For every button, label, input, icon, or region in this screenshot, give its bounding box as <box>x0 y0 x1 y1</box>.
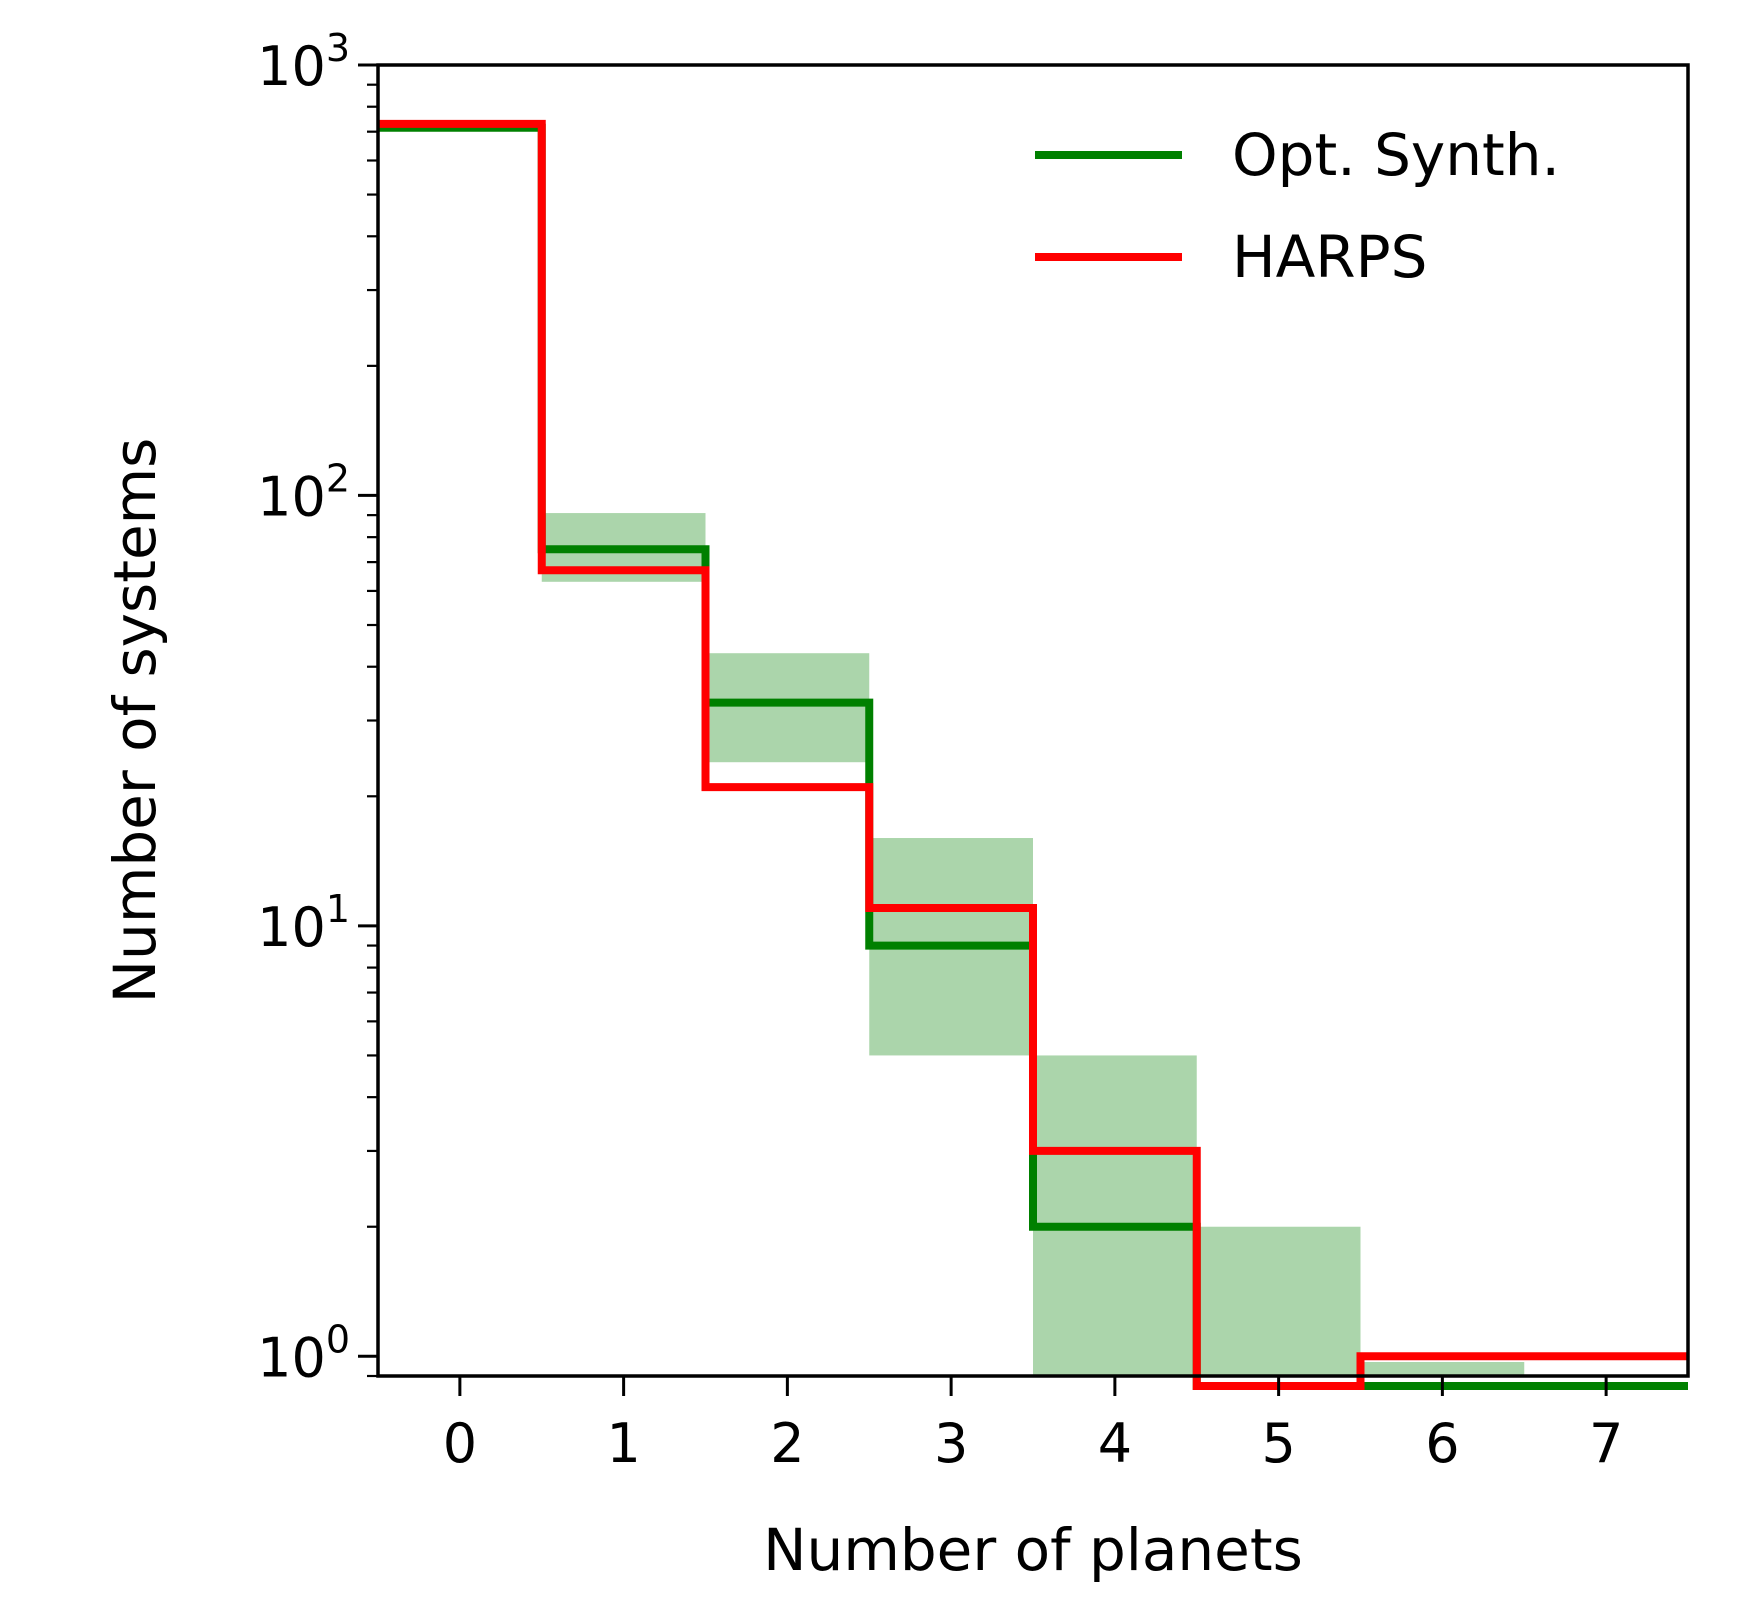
legend-label-0: Opt. Synth. <box>1232 121 1560 189</box>
band-bar-4 <box>1033 1055 1197 1376</box>
series-line-1 <box>378 119 1688 1390</box>
legend-label-1: HARPS <box>1232 223 1427 291</box>
series-line-0 <box>378 123 1688 1390</box>
x-tick-label-2: 2 <box>770 1412 804 1475</box>
x-tick-label-1: 1 <box>606 1412 640 1475</box>
y-tick-label-100: 102 <box>257 456 350 528</box>
band-bar-5 <box>1196 1226 1361 1376</box>
x-tick-label-0: 0 <box>443 1412 477 1475</box>
y-tick-label-1000: 103 <box>257 26 350 98</box>
band-bar-2 <box>705 653 870 763</box>
series-lines <box>378 119 1688 1390</box>
y-axis-title: Number of systems <box>101 438 169 1004</box>
x-tick-label-6: 6 <box>1425 1412 1459 1475</box>
y-tick-label-10: 101 <box>257 887 350 959</box>
y-axis: 100 101 102 103 <box>257 26 378 1389</box>
x-axis-title: Number of planets <box>763 1516 1303 1584</box>
x-tick-label-4: 4 <box>1098 1412 1132 1475</box>
x-tick-label-5: 5 <box>1261 1412 1295 1475</box>
x-tick-label-3: 3 <box>934 1412 968 1475</box>
uncertainty-band <box>541 513 1525 1376</box>
legend: Opt. Synth. HARPS <box>1035 121 1560 291</box>
band-bar-6 <box>1360 1361 1525 1376</box>
y-tick-label-1: 100 <box>257 1317 350 1389</box>
x-tick-label-7: 7 <box>1589 1412 1623 1475</box>
x-axis: 0 1 2 3 4 5 6 7 <box>443 1376 1623 1475</box>
